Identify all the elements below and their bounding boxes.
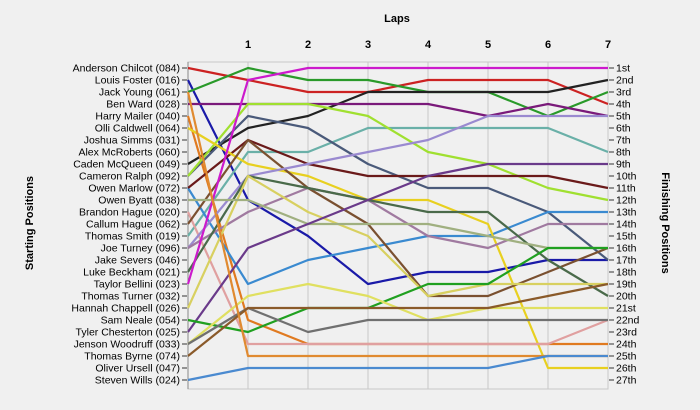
chart-title: Laps xyxy=(384,13,410,25)
finishing-position-label: 20th xyxy=(616,291,637,303)
finishing-position-label: 27th xyxy=(616,375,637,387)
series-line xyxy=(187,186,608,250)
series-line xyxy=(187,282,609,357)
starting-position-label: Caden McQueen (049) xyxy=(73,159,180,171)
x-tick-label: 2 xyxy=(305,39,311,51)
series-line xyxy=(187,79,608,286)
x-tick-label: 7 xyxy=(605,39,611,51)
x-tick-label: 3 xyxy=(365,39,371,51)
finishing-position-label: 22nd xyxy=(616,315,640,327)
series-line xyxy=(186,211,609,346)
finishing-position-label: 4th xyxy=(616,99,631,111)
finishing-position-label: 6th xyxy=(616,123,631,135)
series-line xyxy=(188,198,608,250)
series-line xyxy=(187,354,608,382)
series-line xyxy=(187,138,609,298)
finishing-position-label: 7th xyxy=(616,135,631,147)
x-tick-label: 1 xyxy=(245,39,251,51)
series-line xyxy=(187,138,609,190)
series-line xyxy=(186,174,608,309)
starting-position-label: Steven Wills (024) xyxy=(95,375,180,387)
starting-position-label: Hannah Chappell (026) xyxy=(71,303,180,315)
starting-position-label: Thomas Smith (019) xyxy=(85,231,180,243)
finishing-position-label: 15th xyxy=(616,231,637,243)
starting-position-label: Brandon Hague (020) xyxy=(79,207,180,219)
series-line xyxy=(187,78,609,165)
finishing-position-label: 26th xyxy=(616,363,637,375)
series-line xyxy=(187,246,608,334)
starting-position-label: Joe Turney (096) xyxy=(101,243,180,255)
finishing-position-label: 21st xyxy=(616,303,636,315)
finishing-position-label: 17th xyxy=(616,255,637,267)
starting-position-label: Thomas Turner (032) xyxy=(81,291,180,303)
starting-position-label: Callum Hague (062) xyxy=(86,219,180,231)
starting-position-label: Jake Severs (046) xyxy=(95,255,180,267)
y-axis-title-left: Starting Positions xyxy=(24,176,36,270)
finishing-position-label: 10th xyxy=(616,171,637,183)
starting-position-label: Olli Caldwell (064) xyxy=(95,123,180,135)
starting-position-label: Jenson Woodruff (033) xyxy=(74,339,180,351)
starting-position-label: Anderson Chilcot (084) xyxy=(73,63,180,75)
starting-position-label: Luke Beckham (021) xyxy=(83,267,180,279)
starting-position-label: Owen Marlow (072) xyxy=(88,183,180,195)
finishing-position-label: 2nd xyxy=(616,75,634,87)
series-line xyxy=(187,114,608,249)
x-tick-label: 5 xyxy=(485,39,491,51)
finishing-position-label: 16th xyxy=(616,243,637,255)
finishing-position-label: 1st xyxy=(616,63,630,75)
starting-position-label: Ben Ward (028) xyxy=(106,99,180,111)
x-tick-label: 4 xyxy=(425,39,432,51)
x-tick-label: 6 xyxy=(545,39,551,51)
series-line xyxy=(187,66,609,118)
starting-position-label: Owen Byatt (038) xyxy=(98,195,180,207)
starting-position-label: Sam Neale (054) xyxy=(101,315,180,327)
finishing-position-label: 25th xyxy=(616,351,637,363)
series-line xyxy=(187,126,609,237)
starting-position-label: Harry Mailer (040) xyxy=(95,111,180,123)
series-line xyxy=(187,187,608,286)
finishing-position-label: 11th xyxy=(616,183,636,195)
y-axis-title-right: Finishing Positions xyxy=(659,172,671,273)
series-line xyxy=(187,162,608,333)
series-line xyxy=(187,102,609,202)
finishing-position-label: 18th xyxy=(616,267,637,279)
starting-position-label: Jack Young (061) xyxy=(99,87,180,99)
starting-position-label: Tyler Chesterton (025) xyxy=(76,327,180,339)
finishing-position-label: 5th xyxy=(616,111,631,123)
starting-position-label: Cameron Ralph (092) xyxy=(79,171,180,183)
starting-position-label: Thomas Byrne (074) xyxy=(84,351,180,363)
finishing-position-label: 9th xyxy=(616,159,631,171)
finishing-position-label: 19th xyxy=(616,279,637,291)
starting-position-label: Joshua Simms (031) xyxy=(84,135,180,147)
starting-position-label: Louis Foster (016) xyxy=(95,75,180,87)
series-line xyxy=(186,91,608,358)
finishing-position-label: 8th xyxy=(616,147,631,159)
starting-position-label: Alex McRoberts (060) xyxy=(78,147,180,159)
finishing-position-label: 13th xyxy=(616,207,637,219)
finishing-position-label: 14th xyxy=(616,219,637,231)
starting-position-label: Taylor Bellini (023) xyxy=(94,279,180,291)
finishing-position-label: 12th xyxy=(616,195,637,207)
finishing-position-label: 3rd xyxy=(616,87,631,99)
series-line xyxy=(187,174,609,297)
starting-position-label: Oliver Ursell (047) xyxy=(95,363,180,375)
series-line xyxy=(186,66,608,285)
finishing-position-label: 24th xyxy=(616,339,637,351)
finishing-position-label: 23rd xyxy=(616,327,637,339)
series-line xyxy=(187,306,608,345)
